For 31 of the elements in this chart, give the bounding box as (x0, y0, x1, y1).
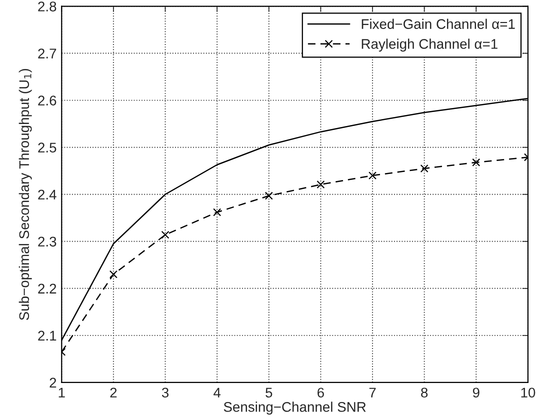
x-tick-label: 2 (110, 388, 117, 398)
x-axis-title: Sensing−Channel SNR (224, 402, 366, 415)
y-tick-label: 2.8 (38, 2, 56, 12)
point (316, 180, 325, 189)
point (109, 270, 118, 278)
y-tick-label: 2.4 (38, 190, 56, 200)
y-tick-label: 2.7 (38, 48, 56, 58)
x-tick-label: 9 (472, 388, 480, 398)
point (420, 164, 428, 173)
point (472, 158, 480, 166)
legend-label: Fixed−Gain Channel α=1 (362, 18, 515, 29)
point (161, 230, 170, 239)
x-tick-label: 6 (318, 388, 324, 398)
legend-label: Rayleigh Channel α=1 (362, 38, 498, 52)
y-tick-label: 2.3 (38, 236, 56, 247)
x-tick-label: 10 (521, 388, 536, 398)
y-axis-title: Sub−optimal Secondary Throughput (U$_{1}$) (18, 68, 32, 320)
point (264, 192, 273, 200)
x-tick-label: 1 (58, 388, 65, 398)
y-tick-label: 2.6 (38, 96, 56, 106)
x-tick-label: 3 (162, 388, 169, 398)
x-tick-label: 5 (266, 388, 272, 398)
point (213, 208, 222, 216)
x-tick-label: 8 (421, 388, 428, 398)
y-tick-label: 2.1 (38, 330, 56, 340)
point (368, 172, 377, 180)
y-tick-label: 2.5 (38, 142, 56, 153)
y-tick-label: 2.2 (38, 284, 56, 294)
x-tick-label: 7 (369, 388, 376, 398)
y-tick-label: 2 (50, 378, 56, 388)
x-tick-label: 4 (214, 388, 221, 398)
